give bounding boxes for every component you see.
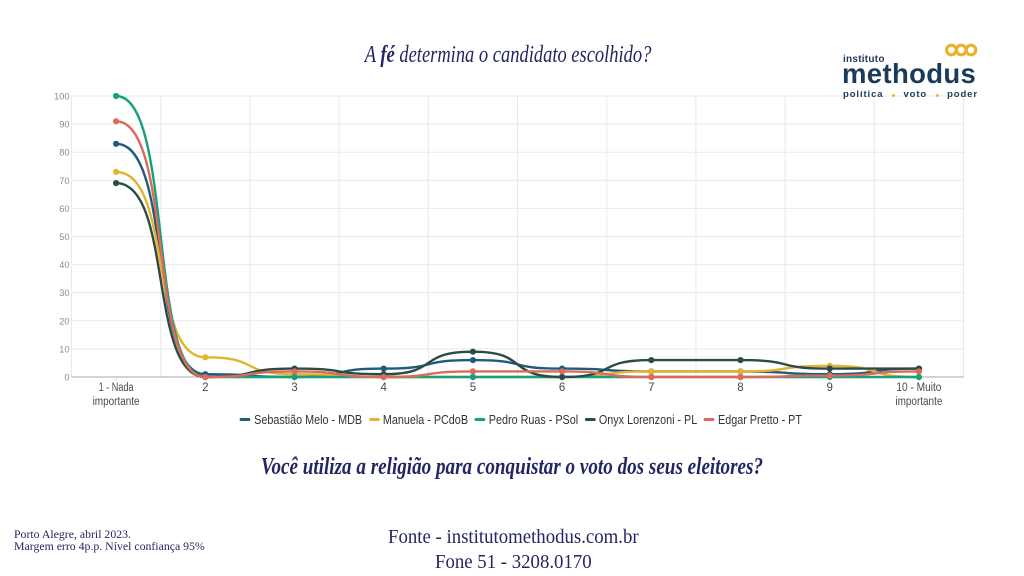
svg-text:100: 100 <box>54 92 69 102</box>
svg-text:50: 50 <box>59 232 69 242</box>
svg-text:9: 9 <box>826 382 832 394</box>
svg-text:20: 20 <box>59 316 69 326</box>
svg-text:4: 4 <box>380 382 387 394</box>
svg-text:importante: importante <box>93 396 140 408</box>
svg-text:60: 60 <box>59 204 69 214</box>
svg-text:70: 70 <box>59 176 69 186</box>
svg-text:3: 3 <box>291 382 297 394</box>
svg-text:90: 90 <box>59 120 69 130</box>
svg-text:10 - Muito: 10 - Muito <box>896 382 941 394</box>
svg-text:8: 8 <box>737 382 743 394</box>
svg-text:30: 30 <box>59 288 69 298</box>
svg-text:80: 80 <box>59 148 69 158</box>
svg-text:7: 7 <box>648 382 654 394</box>
svg-text:0: 0 <box>64 373 69 383</box>
svg-text:2: 2 <box>202 382 208 394</box>
svg-text:40: 40 <box>59 260 69 270</box>
svg-text:importante: importante <box>895 396 942 408</box>
svg-text:5: 5 <box>470 382 476 394</box>
svg-text:1 - Nada: 1 - Nada <box>99 382 134 394</box>
svg-text:10: 10 <box>59 344 69 354</box>
svg-text:6: 6 <box>559 382 565 394</box>
